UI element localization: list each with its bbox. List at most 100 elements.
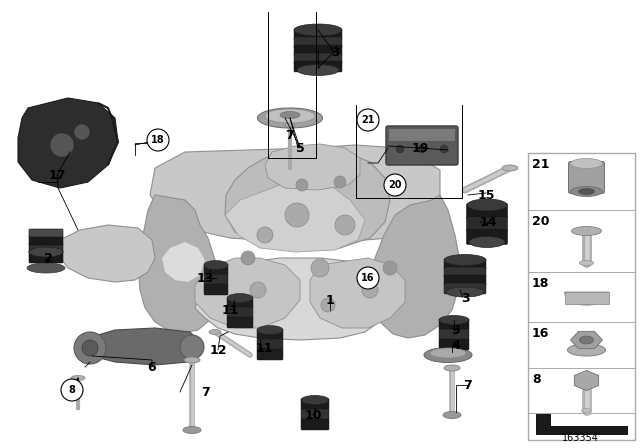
Bar — [564, 292, 609, 304]
Circle shape — [82, 340, 98, 356]
FancyBboxPatch shape — [257, 329, 283, 340]
Polygon shape — [570, 332, 602, 349]
Polygon shape — [225, 150, 390, 250]
Polygon shape — [58, 225, 155, 282]
Polygon shape — [195, 258, 395, 340]
FancyBboxPatch shape — [204, 274, 228, 285]
Circle shape — [396, 145, 404, 153]
FancyBboxPatch shape — [467, 229, 508, 245]
Ellipse shape — [71, 375, 85, 380]
Polygon shape — [536, 414, 627, 434]
Ellipse shape — [444, 365, 460, 371]
FancyBboxPatch shape — [439, 329, 469, 340]
FancyBboxPatch shape — [467, 203, 508, 219]
Text: 18: 18 — [532, 277, 549, 290]
FancyBboxPatch shape — [294, 37, 342, 48]
Text: 1: 1 — [326, 293, 334, 306]
FancyBboxPatch shape — [294, 53, 342, 64]
FancyBboxPatch shape — [257, 349, 283, 360]
Polygon shape — [225, 182, 365, 252]
Ellipse shape — [297, 65, 339, 76]
Polygon shape — [370, 195, 460, 338]
Polygon shape — [195, 258, 300, 328]
FancyBboxPatch shape — [227, 307, 253, 318]
Circle shape — [250, 282, 266, 298]
Circle shape — [241, 251, 255, 265]
Circle shape — [311, 259, 329, 277]
Ellipse shape — [446, 287, 484, 297]
Ellipse shape — [209, 329, 221, 335]
Polygon shape — [162, 242, 205, 282]
Text: 16: 16 — [532, 327, 549, 340]
Text: 4: 4 — [452, 339, 460, 352]
FancyBboxPatch shape — [294, 29, 342, 40]
Ellipse shape — [184, 357, 200, 363]
Text: 12: 12 — [209, 344, 227, 357]
Text: 19: 19 — [412, 142, 429, 155]
FancyBboxPatch shape — [444, 275, 486, 286]
Ellipse shape — [301, 396, 329, 405]
Text: 163354: 163354 — [561, 433, 598, 443]
Circle shape — [440, 145, 448, 153]
Circle shape — [296, 179, 308, 191]
FancyBboxPatch shape — [386, 126, 458, 165]
Text: 11: 11 — [221, 303, 239, 316]
Circle shape — [357, 267, 379, 289]
Circle shape — [362, 282, 378, 298]
Text: 7: 7 — [200, 385, 209, 399]
Ellipse shape — [265, 109, 315, 123]
Ellipse shape — [285, 123, 295, 127]
FancyBboxPatch shape — [29, 229, 63, 237]
Polygon shape — [574, 370, 598, 391]
Circle shape — [74, 332, 106, 364]
Text: 7: 7 — [463, 379, 472, 392]
Ellipse shape — [29, 247, 63, 257]
Ellipse shape — [568, 344, 605, 356]
Polygon shape — [310, 258, 405, 328]
FancyBboxPatch shape — [257, 339, 283, 350]
Ellipse shape — [439, 315, 469, 324]
FancyBboxPatch shape — [294, 61, 342, 72]
Text: 15: 15 — [477, 189, 495, 202]
Circle shape — [147, 129, 169, 151]
Circle shape — [180, 335, 204, 359]
Circle shape — [334, 176, 346, 188]
FancyBboxPatch shape — [227, 297, 253, 308]
FancyBboxPatch shape — [294, 45, 342, 56]
Ellipse shape — [570, 186, 602, 197]
Circle shape — [285, 203, 309, 227]
Polygon shape — [150, 145, 440, 242]
Text: 7: 7 — [285, 129, 294, 142]
Text: 2: 2 — [44, 251, 52, 264]
FancyBboxPatch shape — [444, 283, 486, 294]
Text: 21: 21 — [361, 115, 375, 125]
FancyBboxPatch shape — [227, 317, 253, 328]
Text: 8: 8 — [532, 373, 541, 386]
FancyBboxPatch shape — [29, 251, 63, 263]
FancyBboxPatch shape — [301, 419, 329, 430]
FancyBboxPatch shape — [439, 339, 469, 350]
Text: 11: 11 — [255, 341, 273, 354]
Circle shape — [335, 215, 355, 235]
Circle shape — [384, 174, 406, 196]
Text: 8: 8 — [68, 385, 76, 395]
Text: 21: 21 — [532, 158, 550, 171]
FancyBboxPatch shape — [301, 399, 329, 410]
Text: 10: 10 — [304, 409, 322, 422]
Circle shape — [61, 379, 83, 401]
FancyBboxPatch shape — [29, 243, 63, 253]
Ellipse shape — [579, 336, 593, 344]
Circle shape — [357, 109, 379, 131]
Circle shape — [418, 145, 426, 153]
Polygon shape — [564, 292, 609, 305]
FancyBboxPatch shape — [204, 264, 228, 275]
Ellipse shape — [582, 409, 591, 413]
Ellipse shape — [257, 108, 323, 128]
FancyBboxPatch shape — [467, 216, 508, 232]
Polygon shape — [265, 144, 360, 190]
Text: 14: 14 — [479, 215, 497, 228]
FancyBboxPatch shape — [444, 267, 486, 278]
Polygon shape — [18, 98, 118, 188]
Ellipse shape — [257, 326, 283, 335]
Text: 13: 13 — [196, 271, 214, 284]
